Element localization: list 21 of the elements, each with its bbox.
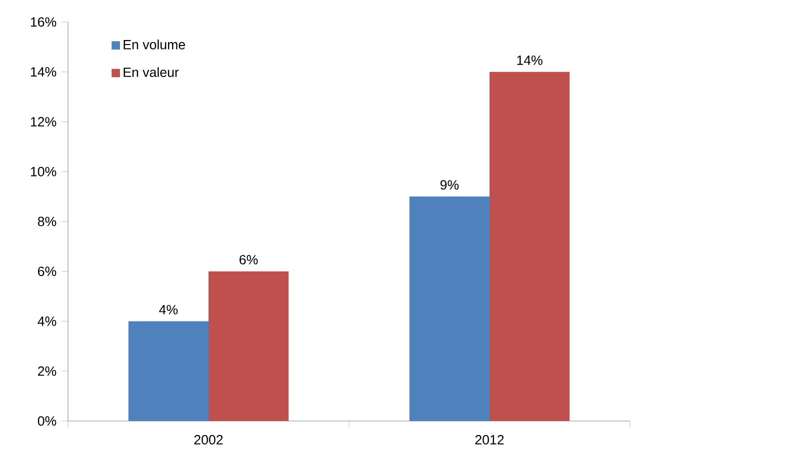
y-tick-label: 8% (38, 216, 56, 226)
x-tick-label: 2012 (475, 435, 504, 444)
data-label: 6% (240, 254, 258, 264)
y-tick-label: 14% (30, 67, 56, 77)
bar (128, 321, 209, 421)
y-tick-label: 6% (38, 266, 56, 276)
y-tick-label: 4% (38, 316, 56, 326)
legend-label: En valeur (124, 67, 179, 78)
data-label: 9% (440, 180, 459, 190)
y-tick-label: 12% (30, 117, 56, 126)
bar (490, 72, 570, 421)
legend-label: En volume (124, 40, 186, 50)
y-tick-label: 2% (38, 366, 56, 376)
data-label: 4% (159, 304, 178, 314)
x-tick-label: 2002 (194, 435, 223, 444)
y-tick-label: 16% (30, 17, 56, 27)
y-tick-label: 10% (30, 166, 56, 176)
y-tick-label: 0% (38, 416, 56, 426)
bar (208, 271, 289, 421)
data-label: 14% (517, 56, 542, 65)
bar (409, 196, 490, 421)
